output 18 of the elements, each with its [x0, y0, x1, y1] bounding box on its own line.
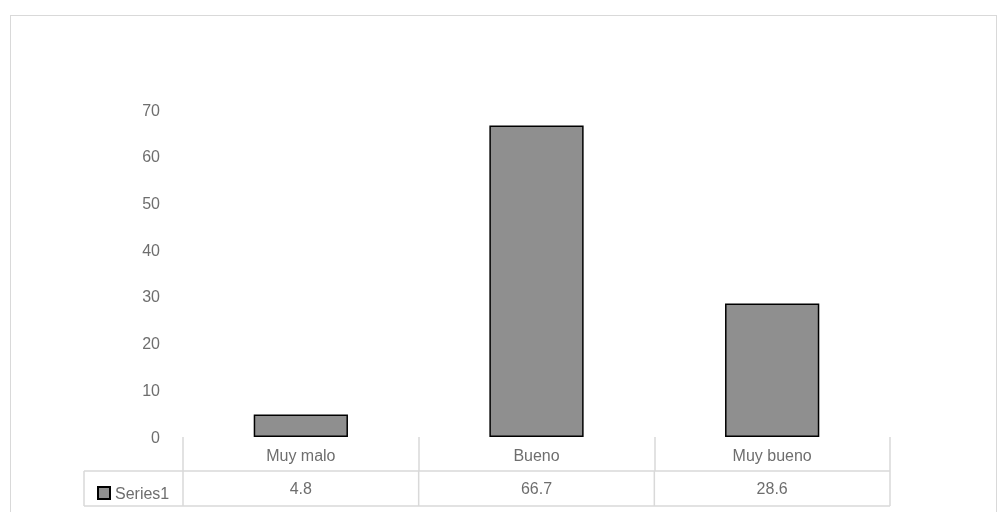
bar [489, 125, 584, 437]
y-tick-label: 0 [151, 428, 161, 446]
bar [725, 303, 820, 437]
x-tick-label: Muy malo [266, 446, 336, 464]
legend-label: Series1 [115, 484, 170, 502]
x-tick-label: Muy bueno [732, 446, 812, 464]
y-tick-label: 60 [142, 148, 161, 166]
y-tick-label: 40 [142, 241, 161, 259]
data-label: 66.7 [520, 480, 553, 497]
y-tick-label: 70 [142, 101, 161, 119]
data-label: 4.8 [289, 480, 313, 497]
x-tick-label: Bueno [513, 446, 560, 464]
y-tick-label: 50 [142, 194, 161, 212]
y-tick-label: 10 [142, 381, 161, 399]
data-label: 28.6 [756, 480, 788, 497]
y-tick-label: 20 [142, 335, 161, 353]
y-tick-label: 30 [142, 288, 161, 306]
bar [253, 414, 348, 437]
